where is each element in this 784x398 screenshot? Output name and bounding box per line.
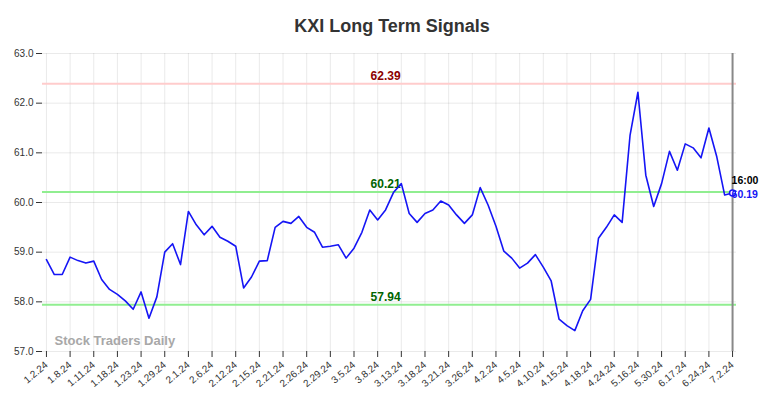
svg-text:2.15.24: 2.15.24	[230, 359, 263, 389]
svg-text:1.29.24: 1.29.24	[135, 359, 168, 389]
svg-text:5.30.24: 5.30.24	[632, 359, 665, 389]
svg-text:16:00: 16:00	[732, 174, 759, 186]
svg-text:3.5.24: 3.5.24	[329, 359, 358, 386]
svg-text:2.26.24: 2.26.24	[277, 359, 310, 389]
svg-text:2.1.24: 2.1.24	[163, 359, 192, 386]
svg-text:4.15.24: 4.15.24	[537, 359, 571, 389]
svg-text:Stock Traders Daily: Stock Traders Daily	[55, 333, 176, 348]
svg-text:62.0: 62.0	[14, 97, 34, 108]
html-text:KXI Long Term Signals: KXI Long Term Signals	[294, 16, 490, 36]
svg-text:63.0: 63.0	[14, 48, 34, 59]
svg-text:61.0: 61.0	[14, 147, 34, 158]
svg-text:4.18.24: 4.18.24	[561, 359, 594, 389]
svg-text:4.2.24: 4.2.24	[471, 359, 500, 386]
svg-text:60.21: 60.21	[370, 176, 401, 191]
svg-text:60.0: 60.0	[14, 197, 34, 208]
svg-text:2.21.24: 2.21.24	[253, 359, 287, 389]
svg-text:1.18.24: 1.18.24	[88, 359, 121, 389]
svg-text:2.6.24: 2.6.24	[187, 359, 216, 386]
svg-text:3.18.24: 3.18.24	[395, 359, 429, 389]
svg-text:62.39: 62.39	[371, 69, 401, 83]
svg-text:3.8.24: 3.8.24	[352, 359, 381, 386]
svg-text:57.0: 57.0	[14, 346, 34, 357]
svg-text:6.24.24: 6.24.24	[680, 359, 713, 389]
svg-text:2.12.24: 2.12.24	[206, 359, 240, 389]
svg-text:59.0: 59.0	[14, 246, 34, 257]
svg-text:2.29.24: 2.29.24	[301, 359, 334, 389]
svg-text:1.23.24: 1.23.24	[111, 359, 145, 389]
svg-text:7.2.24: 7.2.24	[708, 359, 737, 386]
svg-text:4.24.24: 4.24.24	[585, 359, 618, 389]
svg-text:1.11.24: 1.11.24	[65, 359, 98, 389]
svg-text:5.16.24: 5.16.24	[608, 359, 642, 389]
svg-text:3.21.24: 3.21.24	[419, 359, 452, 389]
svg-text:4.10.24: 4.10.24	[514, 359, 547, 389]
svg-text:58.0: 58.0	[14, 296, 34, 307]
svg-text:57.94: 57.94	[371, 290, 401, 304]
svg-text:1.8.24: 1.8.24	[45, 359, 74, 386]
svg-text:3.13.24: 3.13.24	[372, 359, 405, 389]
svg-text:60.19: 60.19	[732, 188, 758, 200]
svg-text:6.17.24: 6.17.24	[655, 359, 689, 389]
svg-text:3.26.24: 3.26.24	[443, 359, 476, 389]
svg-text:1.2.24: 1.2.24	[21, 359, 50, 386]
svg-text:4.5.24: 4.5.24	[494, 359, 523, 386]
